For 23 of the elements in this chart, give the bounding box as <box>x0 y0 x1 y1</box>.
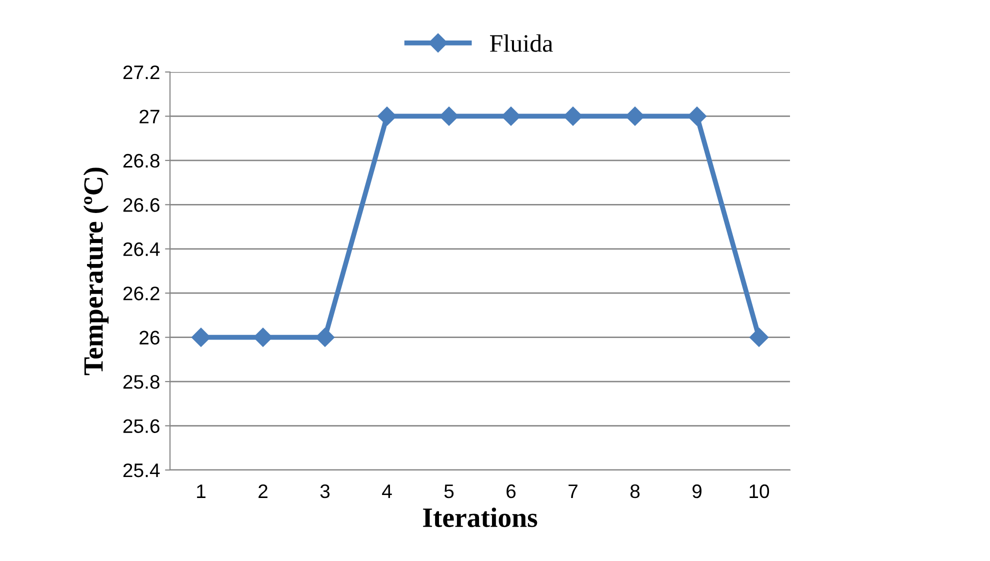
x-tick-label: 10 <box>750 484 770 498</box>
y-tick-label: 25.4 <box>123 463 160 478</box>
x-tick-label: 5 <box>444 484 454 498</box>
y-tick-label: 26.2 <box>123 286 160 300</box>
y-tick-label: 26.4 <box>123 242 160 256</box>
x-tick-label: 2 <box>258 484 268 498</box>
y-tick-label: 25.8 <box>123 375 160 389</box>
y-tick-label: 26.8 <box>123 154 160 168</box>
x-tick-label: 7 <box>568 484 578 498</box>
y-tick-label: 27.2 <box>123 65 160 80</box>
x-tick-label: 3 <box>320 484 330 498</box>
y-axis-title: Temperature (ºC) <box>83 168 109 376</box>
legend-label: Fluida <box>490 34 553 52</box>
y-tick-label: 27 <box>140 110 160 124</box>
x-tick-label: 1 <box>197 484 206 498</box>
y-tick-label: 26 <box>140 330 160 345</box>
x-tick-label: 9 <box>692 484 702 498</box>
y-tick-label: 26.6 <box>123 198 160 212</box>
x-axis-title: Iterations <box>423 508 538 528</box>
x-tick-label: 6 <box>506 484 516 498</box>
x-tick-label: 4 <box>382 484 392 498</box>
x-tick-label: 8 <box>630 484 640 498</box>
y-tick-label: 25.6 <box>123 419 160 434</box>
